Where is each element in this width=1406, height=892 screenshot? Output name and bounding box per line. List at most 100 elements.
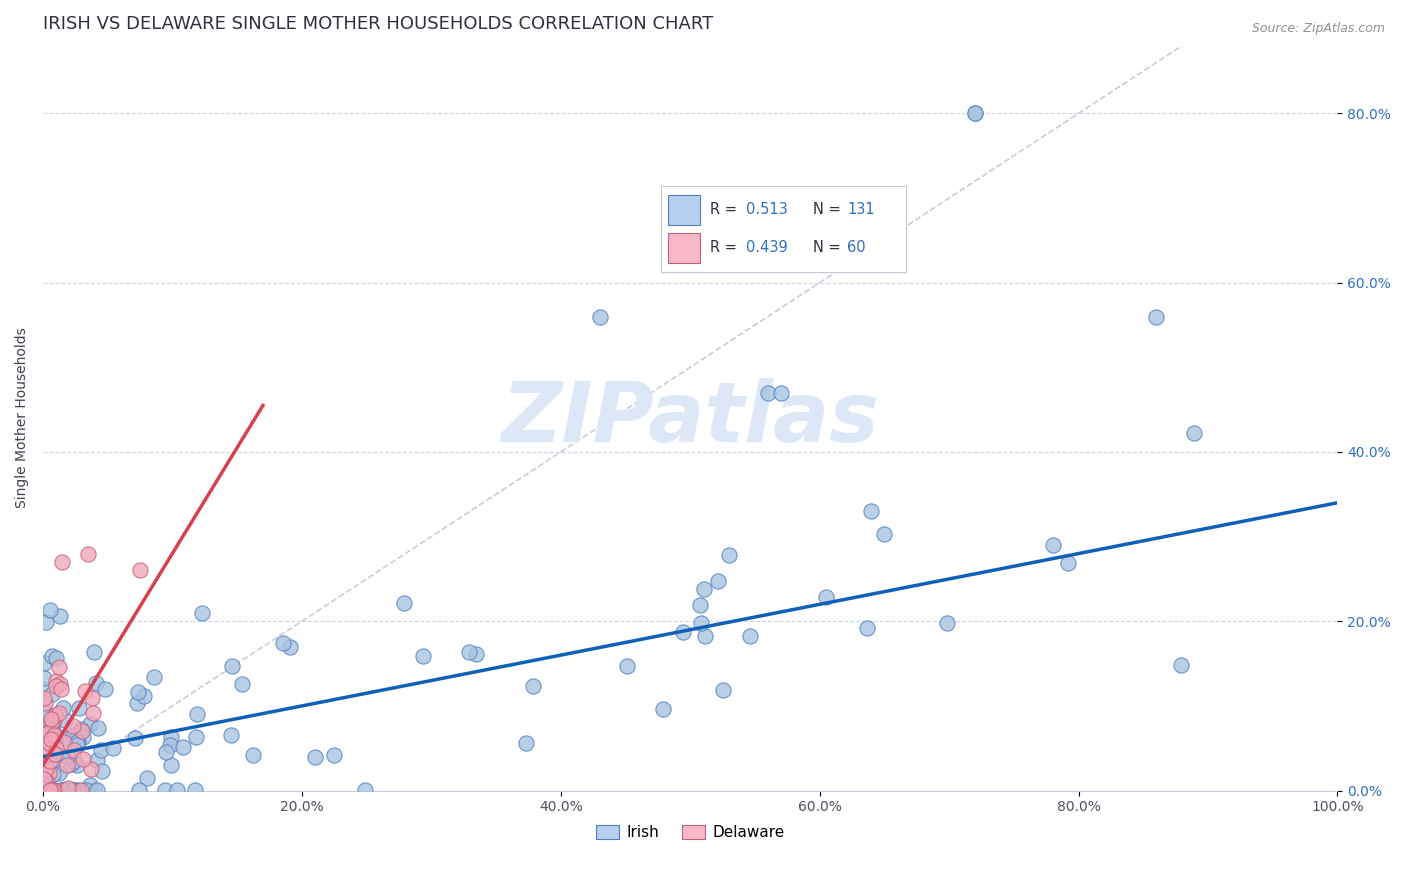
Point — [45, 740, 67, 755]
Point — [35, 615, 58, 630]
Point — [42, 782, 65, 797]
Point — [184, 730, 207, 744]
Text: 131: 131 — [846, 202, 875, 217]
Point — [67, 735, 90, 749]
Point — [41, 648, 63, 663]
Point — [718, 548, 741, 562]
Text: 60: 60 — [846, 240, 866, 255]
Point — [465, 647, 488, 661]
Point — [66, 782, 89, 797]
Point — [153, 782, 176, 797]
Point — [588, 310, 610, 324]
Point — [859, 504, 882, 518]
Point — [79, 778, 101, 792]
Point — [738, 629, 761, 643]
Point — [242, 748, 264, 763]
Point — [44, 733, 66, 747]
Point — [127, 685, 149, 699]
Point — [48, 677, 70, 691]
Point — [42, 782, 65, 797]
Point — [42, 782, 65, 797]
Point — [219, 728, 242, 742]
Point — [35, 782, 58, 797]
Point — [856, 622, 879, 636]
Text: N =: N = — [813, 240, 845, 255]
Point — [39, 782, 62, 797]
Point — [32, 747, 55, 762]
Point — [128, 782, 150, 797]
Point — [51, 555, 73, 569]
Point — [35, 782, 58, 797]
Point — [80, 691, 103, 706]
Point — [62, 719, 84, 733]
Bar — [668, 194, 700, 225]
Point — [35, 720, 58, 734]
Point — [77, 547, 100, 561]
Point — [58, 782, 80, 797]
Point — [70, 723, 93, 738]
Point — [73, 782, 96, 797]
Point — [815, 590, 838, 604]
Point — [80, 763, 103, 777]
Point — [129, 564, 152, 578]
Point — [963, 106, 986, 120]
Point — [32, 782, 55, 797]
Point — [86, 782, 108, 797]
Point — [32, 704, 55, 718]
Point — [42, 767, 65, 781]
Point — [51, 782, 73, 797]
Point — [86, 753, 108, 767]
Point — [32, 782, 55, 797]
Point — [32, 782, 55, 797]
Point — [66, 735, 89, 749]
Point — [693, 629, 716, 643]
Text: 0.513: 0.513 — [747, 202, 789, 217]
Point — [1042, 538, 1064, 552]
Point — [35, 726, 58, 740]
Point — [32, 743, 55, 757]
Point — [34, 782, 56, 797]
Point — [1182, 425, 1205, 440]
Point — [91, 764, 114, 778]
Point — [166, 782, 188, 797]
Point — [44, 713, 66, 727]
Point — [56, 758, 79, 772]
Point — [41, 782, 63, 797]
Point — [48, 706, 70, 720]
Point — [872, 526, 894, 541]
Point — [37, 742, 59, 756]
Point — [689, 598, 711, 612]
Point — [72, 752, 94, 766]
Point — [34, 732, 56, 747]
Point — [160, 758, 183, 772]
Point — [32, 723, 55, 738]
Point — [53, 782, 76, 797]
Point — [34, 696, 56, 710]
Point — [39, 756, 62, 771]
Point — [66, 758, 89, 772]
Point — [711, 682, 734, 697]
Point — [1057, 556, 1080, 570]
Point — [53, 735, 76, 749]
Text: R =: R = — [710, 240, 741, 255]
Point — [59, 756, 82, 771]
Point — [39, 782, 62, 797]
Point — [616, 659, 638, 673]
Point — [58, 781, 80, 796]
Point — [67, 701, 90, 715]
Point — [39, 712, 62, 726]
Point — [35, 763, 58, 777]
Point — [70, 782, 93, 797]
Point — [39, 721, 62, 735]
Text: 0.439: 0.439 — [747, 240, 789, 255]
Point — [53, 782, 76, 797]
Point — [41, 732, 63, 747]
Point — [32, 773, 55, 788]
Point — [52, 701, 75, 715]
Point — [142, 670, 165, 684]
Point — [48, 660, 70, 674]
Point — [304, 750, 326, 764]
Point — [63, 782, 86, 797]
Point — [41, 687, 63, 701]
Point — [38, 755, 60, 769]
